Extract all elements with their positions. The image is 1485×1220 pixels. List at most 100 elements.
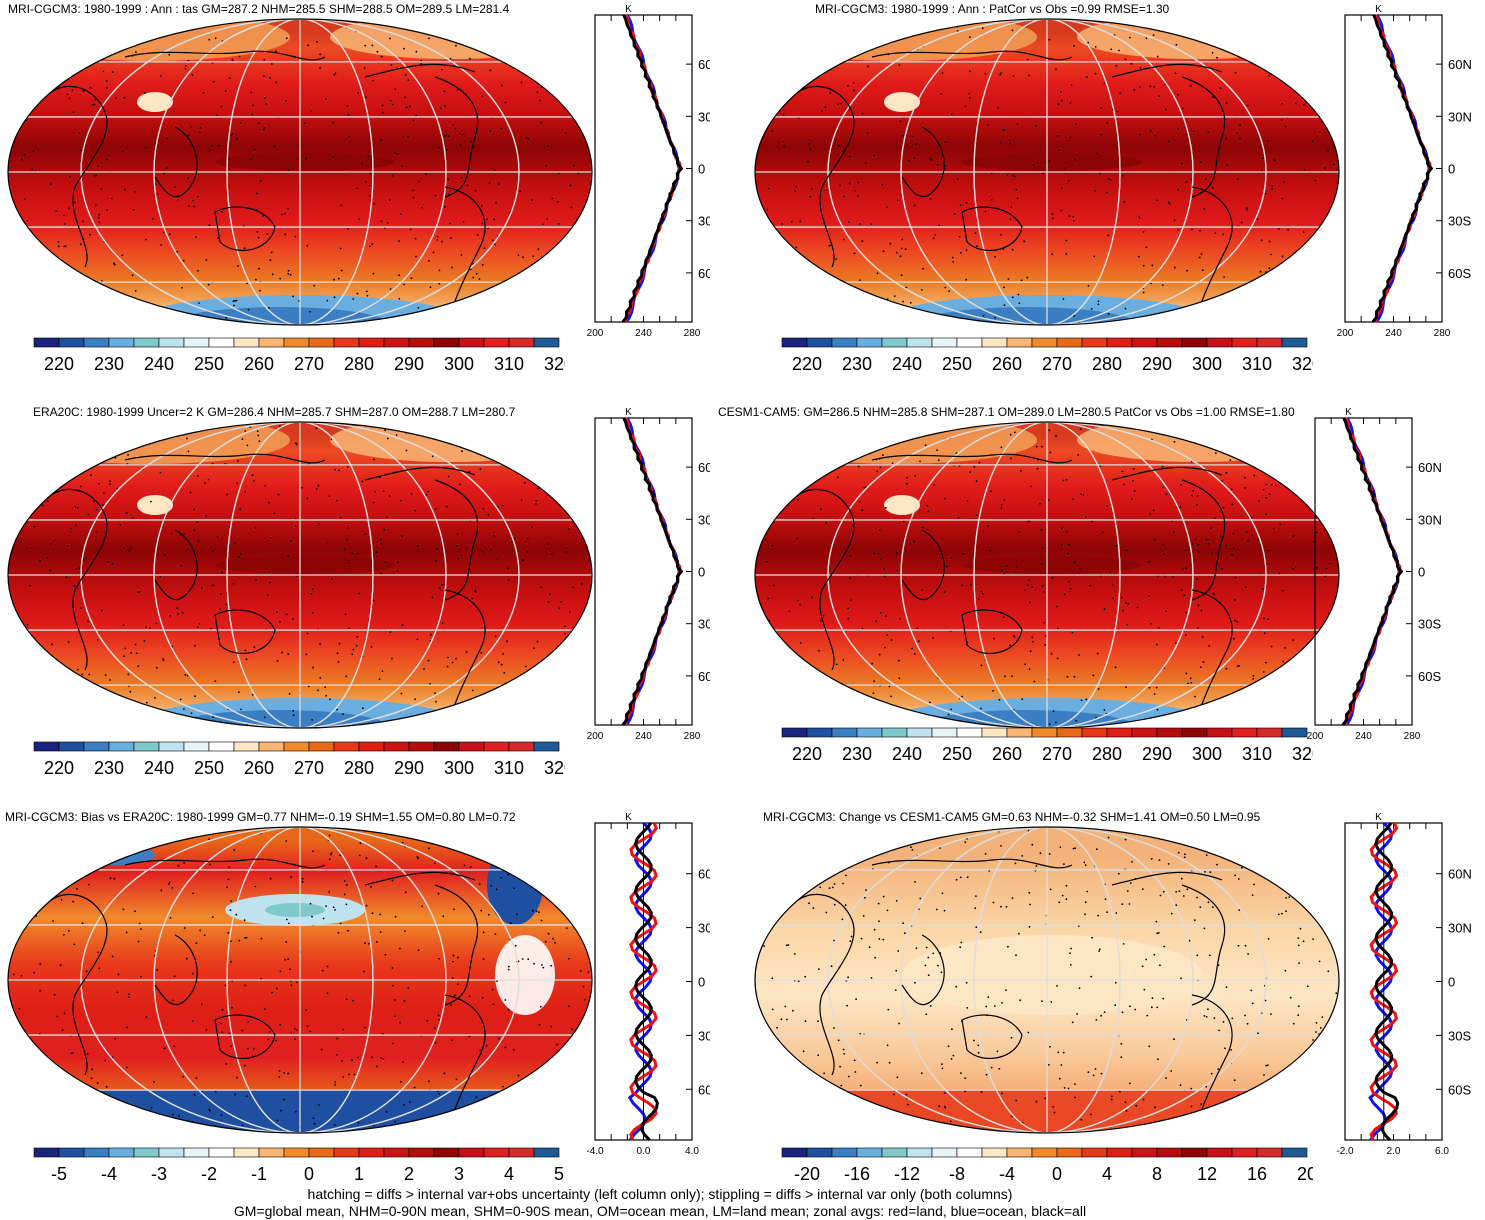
colorbar-tick-label: 300: [444, 758, 474, 778]
colorbar-box: [408, 1147, 435, 1158]
zonal-lat-label: 60N: [698, 460, 710, 475]
colorbar-box: [408, 741, 435, 752]
zonal-lat-label: 0: [698, 565, 705, 580]
zonal-profile-line: [1375, 14, 1431, 323]
colorbar-tick-label: 260: [992, 744, 1022, 764]
colorbar-box: [1031, 337, 1058, 348]
colorbar-box: [458, 337, 485, 348]
zonal-xtick-label: 240: [1355, 731, 1372, 742]
colorbar-tick-label: 280: [1092, 354, 1122, 374]
colorbar-box: [1206, 337, 1233, 348]
colorbar-box: [1106, 1147, 1133, 1158]
zonal-lat-label: 60S: [1448, 266, 1471, 281]
colorbar-tick-label: 4: [1102, 1164, 1112, 1184]
colorbar-tick-label: 310: [1242, 354, 1272, 374]
colorbar-tick-label: 320: [1292, 744, 1313, 764]
colorbar-tick-label: -4: [999, 1164, 1015, 1184]
colorbar-box: [483, 1147, 510, 1158]
colorbar-tick-label: -8: [949, 1164, 965, 1184]
colorbar-box: [83, 1147, 110, 1158]
colorbar-tick-label: 220: [44, 758, 74, 778]
colorbar-tick-label: 290: [1142, 354, 1172, 374]
zonal-lat-label: 0: [698, 162, 705, 177]
zonal-xtick-label: 280: [684, 328, 701, 339]
colorbar-box: [283, 1147, 310, 1158]
colorbar-box: [508, 1147, 535, 1158]
zonal-unit-label: K: [1375, 812, 1382, 823]
colorbar-box: [1056, 727, 1083, 738]
colorbar-box: [806, 337, 833, 348]
map-panel-2: [754, 18, 1340, 326]
colorbar-tick-label: 270: [294, 354, 324, 374]
colorbar-box: [1131, 727, 1158, 738]
colorbar-box: [906, 727, 933, 738]
colorbar-box: [33, 1147, 60, 1158]
zonal-profile-line: [621, 417, 684, 726]
colorbar-tick-label: 260: [992, 354, 1022, 374]
colorbar-box: [183, 741, 210, 752]
zonal-lat-label: 0: [1418, 565, 1425, 580]
colorbar-box: [108, 1147, 135, 1158]
colorbar-box: [881, 727, 908, 738]
colorbar-box: [956, 337, 983, 348]
zonal-xtick-label: 200: [1337, 328, 1354, 339]
colorbar-box: [208, 1147, 235, 1158]
zonal-lat-label: 60S: [1448, 1082, 1471, 1097]
map-panel-5: [7, 826, 593, 1134]
colorbar-tick-label: 320: [1292, 354, 1313, 374]
colorbar-box: [1181, 337, 1208, 348]
colorbar-box: [83, 337, 110, 348]
colorbar-tick-label: -3: [151, 1164, 167, 1184]
colorbar-tick-label: 1: [354, 1164, 364, 1184]
colorbar-box: [1106, 337, 1133, 348]
colorbar-tick-label: 250: [194, 758, 224, 778]
zonal-lat-label: 30N: [698, 921, 710, 936]
colorbar-box: [1256, 727, 1283, 738]
zonal-mean-plot-6: K -2.0 2.0 6.0 60N 30N 0 30S 60S: [1336, 812, 1471, 1157]
colorbar-box: [1281, 727, 1308, 738]
panel-title-4: CESM1-CAM5: GM=286.5 NHM=285.8 SHM=287.1…: [718, 405, 1295, 419]
zonal-profile-line: [1341, 417, 1404, 726]
colorbar-box: [158, 337, 185, 348]
zonal-profile-line: [1374, 14, 1432, 322]
colorbar-box: [856, 1147, 883, 1158]
colorbar-tick-label: 270: [1042, 744, 1072, 764]
colorbar-box: [383, 337, 410, 348]
colorbar-box: [1081, 1147, 1108, 1158]
colorbar-box: [533, 337, 560, 348]
colorbar-box: [233, 741, 260, 752]
colorbar-tick-label: 16: [1247, 1164, 1267, 1184]
colorbar-box: [33, 337, 60, 348]
colorbar-tick-label: -4: [101, 1164, 117, 1184]
colorbar-tick-label: 4: [504, 1164, 514, 1184]
colorbar-box: [1131, 337, 1158, 348]
colorbar-box: [1106, 727, 1133, 738]
colorbar-tick-label: -2: [201, 1164, 217, 1184]
colorbar-box: [283, 337, 310, 348]
colorbar-box: [981, 727, 1008, 738]
colorbar-box: [906, 1147, 933, 1158]
colorbar-box: [358, 337, 385, 348]
colorbar-box: [1181, 727, 1208, 738]
colorbar-4: 220 230 240 250 260 270 280 290 300 310 320: [781, 727, 1313, 764]
footer-note: hatching = diffs > internal var+obs unce…: [0, 1186, 1320, 1220]
zonal-unit-label: K: [625, 812, 632, 823]
panel-title-6: MRI-CGCM3: Change vs CESM1-CAM5 GM=0.63 …: [763, 810, 1261, 824]
colorbar-box: [108, 337, 135, 348]
colorbar-box: [881, 337, 908, 348]
colorbar-box: [831, 337, 858, 348]
zonal-unit-label: K: [1345, 407, 1352, 418]
map-panel-6: [754, 826, 1340, 1134]
colorbar-box: [981, 337, 1008, 348]
colorbar-tick-label: 220: [44, 354, 74, 374]
zonal-xtick-label: 240: [1385, 328, 1402, 339]
colorbar-box: [856, 337, 883, 348]
colorbar-tick-label: 290: [394, 354, 424, 374]
zonal-lat-label: 30S: [698, 214, 710, 229]
colorbar-box: [781, 727, 808, 738]
zonal-xtick-label: 280: [1434, 328, 1451, 339]
colorbar-box: [1231, 727, 1258, 738]
zonal-lat-label: 60N: [698, 57, 710, 72]
zonal-profile-line: [624, 14, 682, 322]
colorbar-box: [1156, 1147, 1183, 1158]
